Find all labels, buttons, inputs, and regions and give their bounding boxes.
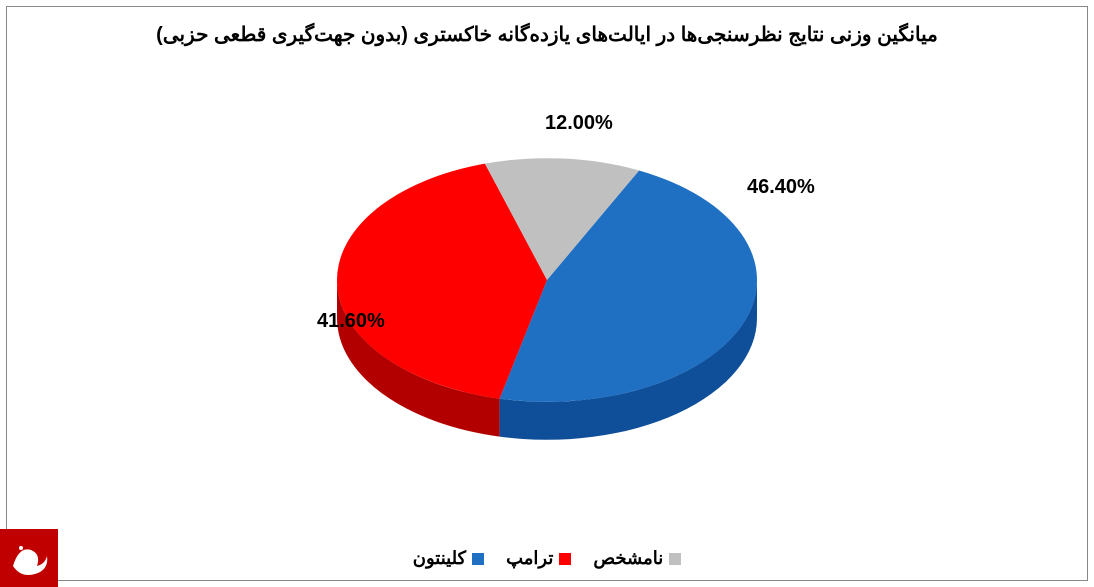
slice-label-clinton: 46.40%	[747, 176, 815, 199]
chart-area: 12.00% 46.40% 41.60%	[0, 70, 1094, 510]
legend-swatch-unknown	[669, 553, 681, 565]
pie-chart: 12.00% 46.40% 41.60%	[277, 100, 817, 480]
legend-item-clinton: کلینتون	[413, 548, 484, 569]
legend-swatch-clinton	[472, 553, 484, 565]
pie-svg	[277, 100, 817, 480]
tasnim-logo-icon	[7, 536, 51, 580]
slice-label-trump: 41.60%	[317, 310, 385, 333]
legend-item-unknown: نامشخص	[593, 548, 681, 569]
legend-label-unknown: نامشخص	[593, 548, 663, 569]
slice-label-unknown: 12.00%	[545, 112, 613, 135]
legend: نامشخص ترامپ کلینتون	[0, 548, 1094, 569]
source-logo	[0, 529, 58, 587]
legend-label-clinton: کلینتون	[413, 548, 466, 569]
legend-swatch-trump	[559, 553, 571, 565]
chart-title: میانگین وزنی نتایج نظرسنجی‌ها در ایالت‌ه…	[0, 22, 1094, 47]
legend-label-trump: ترامپ	[506, 548, 553, 569]
legend-item-trump: ترامپ	[506, 548, 571, 569]
